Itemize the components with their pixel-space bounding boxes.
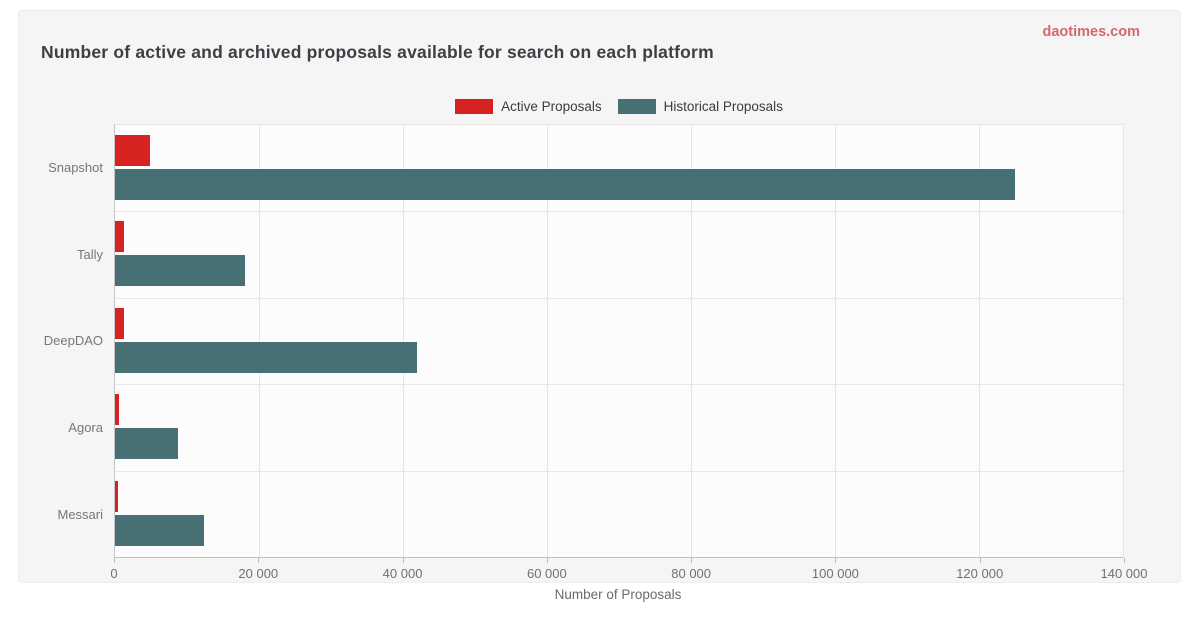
- plot-area: [114, 124, 1124, 558]
- legend: Active Proposals Historical Proposals: [114, 98, 1124, 114]
- x-tick-label: 120 000: [956, 566, 1004, 581]
- watermark-link[interactable]: daotimes.com: [1042, 24, 1141, 40]
- x-tick-label: 100 000: [811, 566, 859, 581]
- horizontal-gridline: [115, 384, 1123, 386]
- x-tick-label: 0: [110, 566, 118, 581]
- x-tick-mark: [835, 558, 837, 563]
- category-row-agora: [115, 384, 1123, 470]
- historical-swatch: [617, 98, 656, 114]
- y-axis-label-deepdao: DeepDAO: [43, 333, 103, 349]
- bar-active-agora: [115, 394, 119, 426]
- y-axis-label-snapshot: Snapshot: [48, 159, 103, 175]
- bar-active-snapshot: [115, 135, 150, 166]
- vertical-gridline: [403, 125, 404, 557]
- y-axis-label-tally: Tally: [76, 246, 103, 262]
- bar-historical-agora: [115, 428, 178, 460]
- category-row-snapshot: [115, 125, 1123, 211]
- x-tick-mark: [1124, 558, 1125, 563]
- x-tick-label: 60 000: [526, 566, 567, 581]
- category-row-tally: [115, 211, 1123, 297]
- x-tick-label: 80 000: [671, 566, 712, 581]
- bar-historical-deepdao: [115, 341, 418, 373]
- legend-item-active: Active Proposals: [455, 98, 602, 114]
- legend-item-historical: Historical Proposals: [617, 98, 783, 114]
- bar-active-messari: [115, 480, 119, 512]
- y-axis-label-agora: Agora: [68, 420, 103, 436]
- x-tick-mark: [258, 558, 260, 563]
- chart-title: Number of active and archived proposals …: [41, 42, 714, 62]
- bar-historical-snapshot: [115, 169, 1015, 200]
- x-tick-mark: [402, 558, 404, 563]
- x-tick-mark: [979, 558, 981, 563]
- x-axis-title: Number of Proposals: [554, 587, 682, 602]
- x-tick-mark: [114, 558, 115, 563]
- vertical-gridline: [835, 125, 836, 557]
- y-axis-labels: Snapshot Tally DeepDAO Agora Messari: [19, 124, 103, 558]
- y-axis-label-messari: Messari: [57, 507, 103, 523]
- bar-active-deepdao: [115, 307, 125, 339]
- chart-card: Number of active and archived proposals …: [18, 10, 1181, 583]
- x-tick-mark: [546, 558, 548, 563]
- vertical-gridline: [691, 125, 692, 557]
- x-tick-label: 20 000: [238, 566, 279, 581]
- bar-active-tally: [115, 221, 124, 253]
- x-tick-label: 140 000: [1100, 566, 1148, 581]
- bar-historical-tally: [115, 255, 245, 287]
- horizontal-gridline: [115, 470, 1123, 472]
- category-row-messari: [115, 471, 1123, 557]
- bar-historical-messari: [115, 514, 204, 546]
- vertical-gridline: [979, 125, 980, 557]
- x-axis-ticks: 0 20 000 40 000 60 000 80 000 100 000 120 000 1…: [110, 558, 1148, 584]
- legend-label-historical: Historical Proposals: [663, 98, 783, 114]
- horizontal-gridline: [115, 297, 1123, 299]
- x-tick-mark: [691, 558, 693, 563]
- vertical-gridline: [259, 125, 260, 557]
- category-row-deepdao: [115, 298, 1123, 384]
- active-swatch: [455, 98, 494, 114]
- legend-label-active: Active Proposals: [501, 98, 602, 114]
- horizontal-gridline: [115, 211, 1123, 213]
- x-tick-label: 40 000: [382, 566, 423, 581]
- vertical-gridline: [547, 125, 548, 557]
